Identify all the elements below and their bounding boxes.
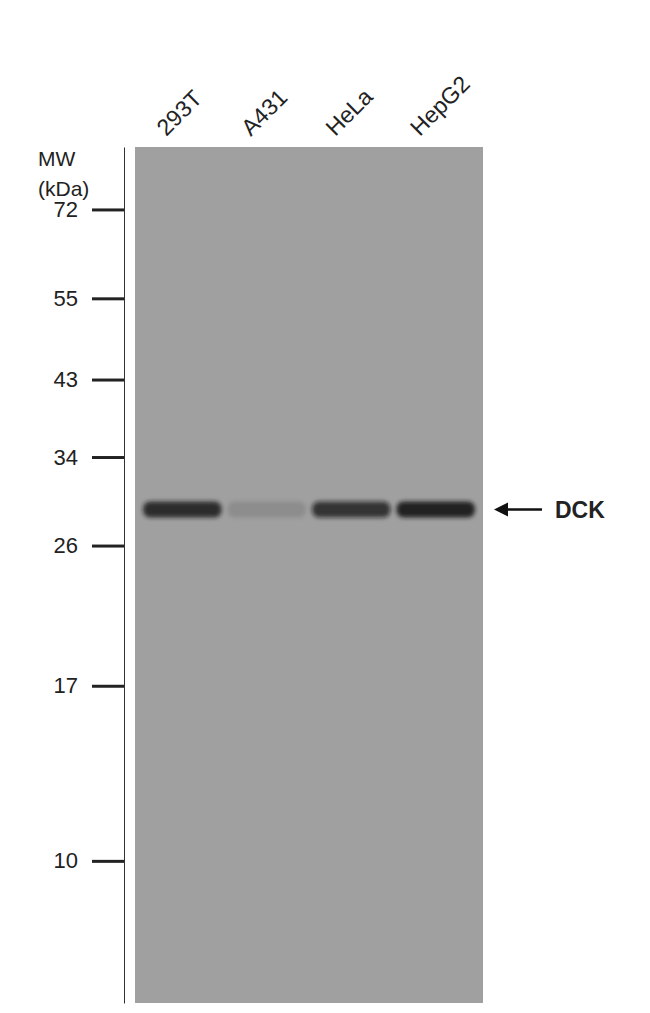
gel-membrane bbox=[135, 147, 483, 1003]
y-tick-label: 43 bbox=[54, 367, 78, 392]
x-axis: 293T A431 HeLa HepG2 bbox=[136, 71, 484, 141]
y-tick-mark bbox=[92, 685, 124, 688]
annotation: DCK bbox=[494, 497, 605, 523]
y-axis-title-line: (kDa) bbox=[38, 177, 89, 200]
y-tick: 26 bbox=[54, 533, 124, 558]
annotation-arrow-head bbox=[494, 503, 508, 517]
band bbox=[397, 502, 475, 518]
lane-label: 293T bbox=[151, 85, 206, 140]
x-axis-line bbox=[136, 137, 484, 138]
band bbox=[228, 502, 306, 518]
y-axis: 10 17 26 34 43 55 72 bbox=[54, 148, 125, 1004]
bands bbox=[143, 502, 475, 518]
y-tick-mark bbox=[92, 379, 124, 382]
y-tick: 34 bbox=[54, 445, 124, 470]
y-tick-mark bbox=[92, 545, 124, 548]
y-axis-line bbox=[124, 148, 125, 1004]
y-tick: 72 bbox=[54, 197, 124, 222]
y-axis-title: MW (kDa) bbox=[38, 147, 89, 200]
y-tick: 10 bbox=[54, 848, 124, 873]
band bbox=[143, 502, 221, 518]
x-tick: A431 bbox=[236, 84, 292, 140]
x-tick: HeLa bbox=[320, 83, 377, 140]
y-tick-mark bbox=[92, 860, 124, 863]
y-tick-label: 10 bbox=[54, 848, 78, 873]
y-tick: 55 bbox=[54, 286, 124, 311]
annotation-label: DCK bbox=[555, 497, 605, 523]
y-tick-label: 34 bbox=[54, 445, 78, 470]
lane-label: A431 bbox=[236, 84, 292, 140]
y-tick-label: 72 bbox=[54, 197, 78, 222]
y-tick: 17 bbox=[54, 673, 124, 698]
band bbox=[312, 502, 390, 518]
chart: 10 17 26 34 43 55 72 MW (kDa) 293T A431 HeLa HepG2 DC… bbox=[0, 0, 650, 1013]
y-tick: 43 bbox=[54, 367, 124, 392]
y-tick-label: 17 bbox=[54, 673, 78, 698]
y-tick-mark bbox=[92, 297, 124, 300]
y-tick-label: 55 bbox=[54, 286, 78, 311]
x-tick: 293T bbox=[151, 85, 206, 140]
y-tick-mark bbox=[92, 208, 124, 211]
y-tick-mark bbox=[92, 456, 124, 459]
lane-label: HepG2 bbox=[405, 71, 475, 141]
y-tick-label: 26 bbox=[54, 533, 78, 558]
lane-label: HeLa bbox=[320, 83, 377, 140]
x-tick: HepG2 bbox=[405, 71, 475, 141]
y-axis-title-line: MW bbox=[38, 147, 75, 170]
